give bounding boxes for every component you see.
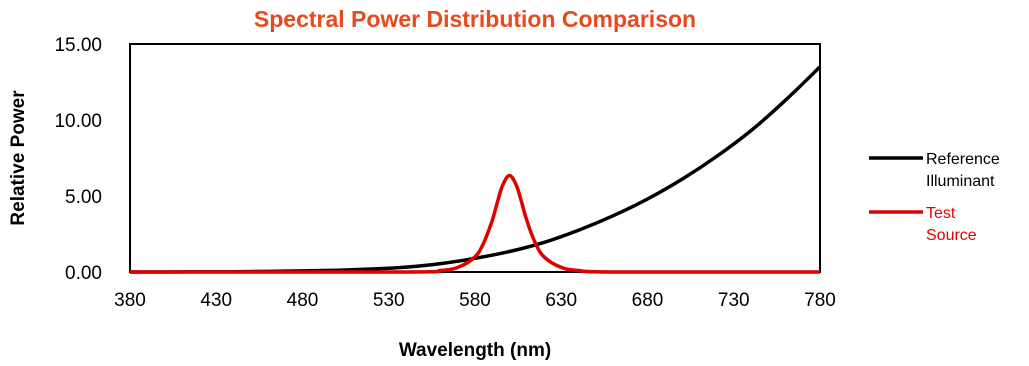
legend-label-0: Illuminant [926, 173, 995, 190]
series-line-0 [130, 65, 822, 274]
x-tick-label: 480 [287, 290, 319, 311]
x-tick-label: 680 [632, 290, 664, 311]
x-tick-label: 780 [804, 290, 836, 311]
x-tick-label: 580 [459, 290, 491, 311]
x-axis-label: Wavelength (nm) [399, 340, 551, 361]
y-tick-label: 0.00 [65, 263, 102, 284]
legend-label-0: Reference [926, 151, 1000, 168]
plot-area-frame [129, 43, 821, 273]
legend: Reference Illuminant Test Source [869, 151, 1000, 244]
legend-label-1: Test [926, 205, 956, 222]
series-layer [130, 65, 822, 274]
x-tick-label: 530 [373, 290, 405, 311]
x-tick-label: 380 [114, 290, 146, 311]
legend-label-1: Source [926, 227, 977, 244]
x-tick-label: 730 [718, 290, 750, 311]
y-tick-label: 5.00 [65, 187, 102, 208]
x-tick-label: 430 [200, 290, 232, 311]
y-axis-label: Relative Power [8, 90, 29, 226]
x-tick-label: 630 [545, 290, 577, 311]
x-axis-ticks: 380 430 480 530 580 630 680 730 780 [114, 290, 836, 311]
y-tick-label: 10.00 [54, 111, 102, 132]
y-tick-label: 15.00 [54, 35, 102, 56]
y-axis-ticks: 0.00 5.00 10.00 15.00 [54, 35, 102, 284]
series-line-1 [130, 173, 820, 274]
chart-title: Spectral Power Distribution Comparison [254, 6, 696, 32]
